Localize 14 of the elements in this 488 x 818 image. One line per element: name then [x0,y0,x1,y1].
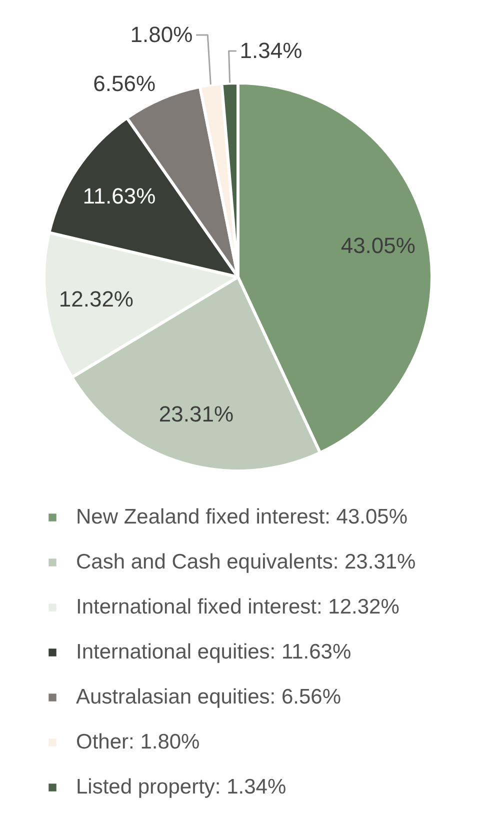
legend-label: Cash and Cash equivalents: 23.31% [76,550,416,574]
legend-label: Australasian equities: 6.56% [76,686,341,708]
data-label: 12.32% [58,286,134,312]
legend-label: Other: 1.80% [76,730,200,754]
data-label: 1.34% [240,38,302,63]
data-label: 23.31% [158,401,234,426]
legend-label: New Zealand fixed interest: 43.05% [76,506,408,528]
legend-label: International equities: 11.63% [76,640,352,664]
data-label: 6.56% [93,70,156,96]
data-label: 1.80% [130,22,193,47]
data-label: 43.05% [340,232,416,258]
legend-label: Listed property: 1.34% [76,776,286,798]
legend-label: International fixed interest: 12.32% [76,596,400,618]
data-label: 11.63% [82,183,156,208]
